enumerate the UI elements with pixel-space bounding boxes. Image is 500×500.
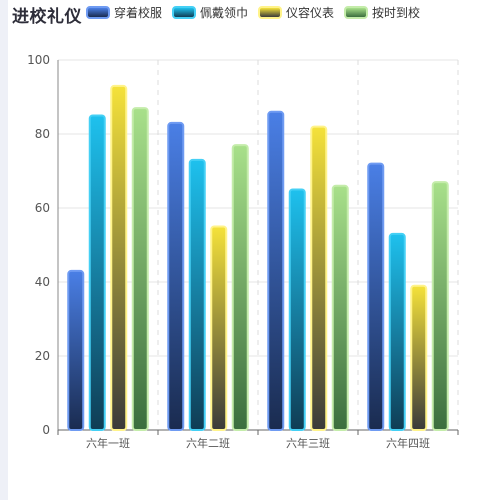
left-edge-strip (0, 0, 8, 500)
bar-2-1 (88, 114, 106, 431)
x-tick-label: 六年四班 (386, 436, 430, 450)
legend: 穿着校服 佩戴领巾 仪容仪表 按时到校 (86, 4, 420, 21)
legend-label-appearance: 仪容仪表 (286, 6, 335, 20)
bar-3-4 (410, 284, 428, 432)
bar-4-2 (231, 144, 249, 431)
bar-4-1 (131, 107, 149, 431)
bar-3-3 (310, 125, 328, 431)
y-tick-label: 20 (35, 349, 50, 363)
chart-title: 进校礼仪 (12, 7, 82, 27)
x-tick-label: 六年三班 (286, 436, 330, 450)
bar-4-3 (331, 184, 349, 431)
legend-item-uniform[interactable]: 穿着校服 (86, 4, 162, 21)
bar-1-4 (367, 162, 385, 431)
x-tick-label: 六年二班 (186, 436, 230, 450)
legend-swatch-appearance (258, 6, 283, 19)
bar-2-3 (288, 188, 306, 431)
y-tick-label: 100 (27, 53, 50, 67)
legend-item-scarf[interactable]: 佩戴领巾 (172, 4, 248, 21)
bar-1-1 (67, 269, 85, 431)
bar-1-3 (267, 110, 285, 432)
legend-swatch-scarf (172, 6, 197, 19)
bar-2-2 (188, 158, 206, 431)
legend-swatch-uniform (86, 6, 110, 19)
legend-item-appearance[interactable]: 仪容仪表 (258, 4, 334, 21)
bar-4-4 (431, 181, 449, 431)
legend-label-uniform: 穿着校服 (114, 6, 163, 20)
y-tick-label: 40 (35, 275, 50, 289)
bar-3-2 (210, 225, 228, 431)
y-tick-label: 0 (42, 423, 50, 437)
y-tick-label: 60 (35, 201, 50, 215)
legend-label-scarf: 佩戴领巾 (200, 6, 249, 20)
x-tick-label: 六年一班 (86, 436, 130, 450)
legend-item-punctual[interactable]: 按时到校 (344, 4, 420, 21)
bar-3-1 (110, 84, 128, 432)
legend-swatch-punctual (344, 6, 369, 19)
legend-label-punctual: 按时到校 (372, 6, 421, 20)
bar-1-2 (167, 121, 185, 432)
bar-2-4 (388, 232, 406, 431)
y-tick-label: 80 (35, 127, 50, 141)
